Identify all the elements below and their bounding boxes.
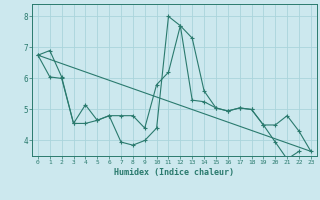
X-axis label: Humidex (Indice chaleur): Humidex (Indice chaleur) [115,168,234,177]
